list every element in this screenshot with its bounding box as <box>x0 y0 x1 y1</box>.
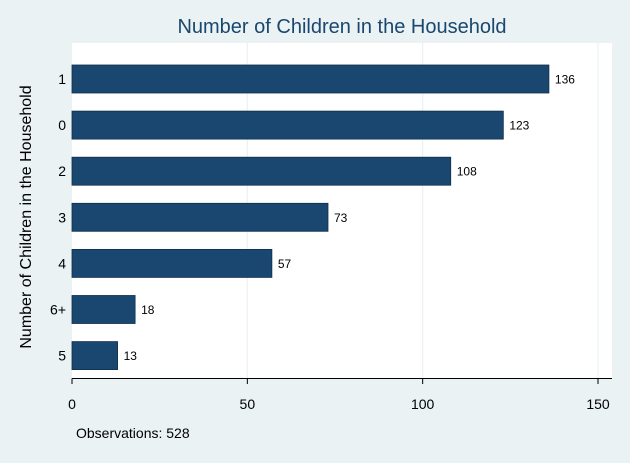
bar-2 <box>71 156 452 186</box>
observations-note: Observations: 528 <box>76 425 190 441</box>
value-label-4: 57 <box>278 257 292 271</box>
chart-title: Number of Children in the Household <box>177 16 506 38</box>
y-axis-title: Number of Children in the Household <box>18 85 35 348</box>
x-tick-label-50: 50 <box>240 396 256 412</box>
bar-1 <box>71 64 550 94</box>
category-label-5: 5 <box>58 348 66 364</box>
category-label-2: 2 <box>58 163 66 179</box>
x-tick-label-100: 100 <box>411 396 435 412</box>
value-label-1: 136 <box>555 73 575 87</box>
bar-5 <box>71 341 118 371</box>
bars <box>71 64 550 371</box>
x-tick-label-0: 0 <box>68 396 76 412</box>
category-label-4: 4 <box>58 255 66 271</box>
bar-4 <box>71 248 273 278</box>
category-label-0: 0 <box>58 117 66 133</box>
category-label-3: 3 <box>58 209 66 225</box>
x-tick-label-150: 150 <box>586 396 610 412</box>
bar-0 <box>71 110 504 140</box>
value-label-6+: 18 <box>141 303 155 317</box>
x-axis: 0 50 100 150 <box>68 378 612 412</box>
bar-6+ <box>71 295 136 324</box>
value-label-0: 123 <box>509 119 529 133</box>
bar-3 <box>71 202 329 232</box>
value-label-2: 108 <box>457 165 477 179</box>
category-label-6+: 6+ <box>50 302 66 318</box>
category-labels: 1 0 2 3 4 6+ 5 <box>50 71 66 364</box>
value-label-5: 13 <box>124 349 138 363</box>
value-label-3: 73 <box>334 211 348 225</box>
value-labels: 136 123 108 73 57 18 13 <box>124 73 576 364</box>
category-label-1: 1 <box>58 71 66 87</box>
